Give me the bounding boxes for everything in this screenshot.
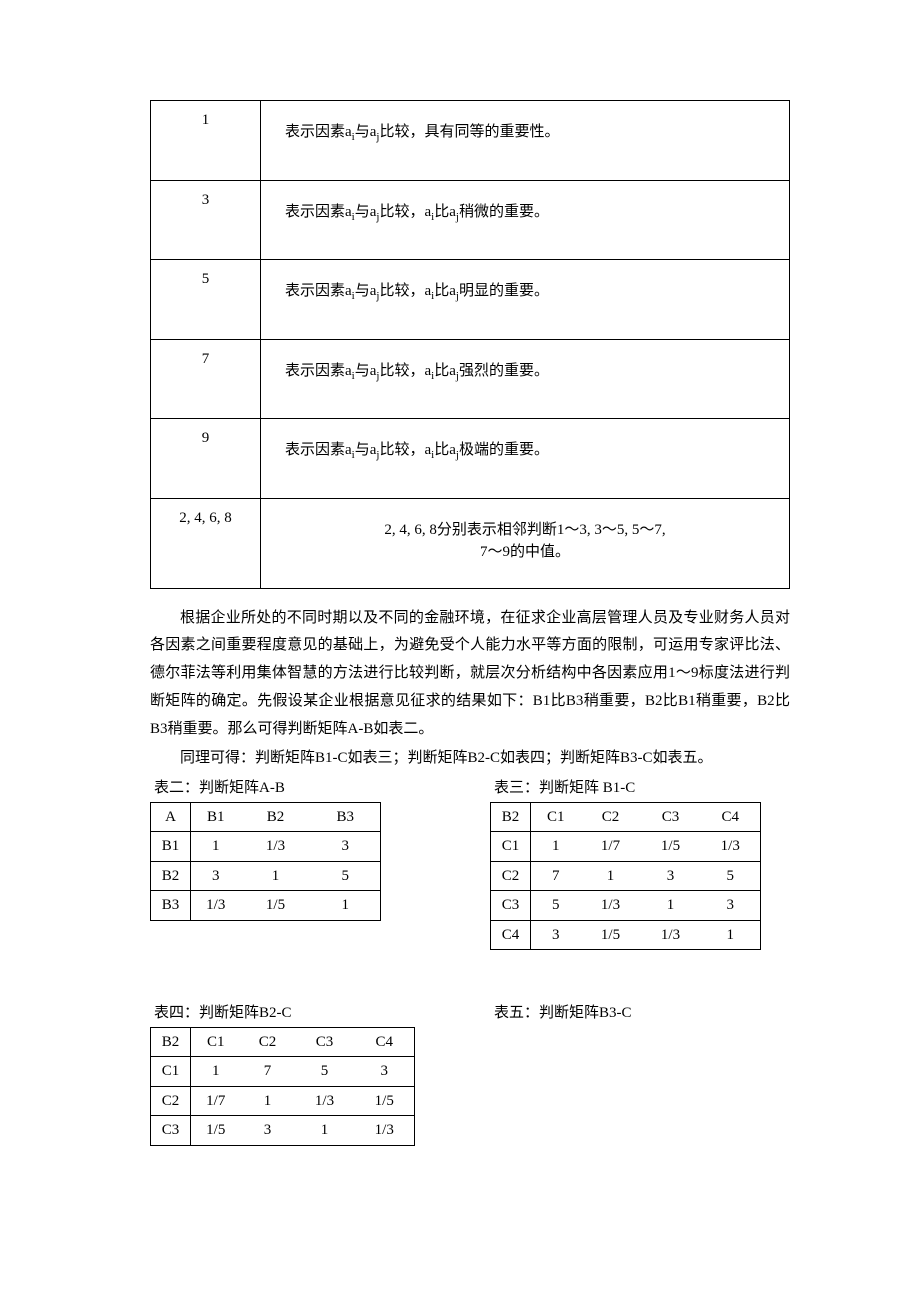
matrix-cell: 7 — [531, 861, 581, 891]
matrix-header: A — [151, 802, 191, 832]
matrix-cell: 1/3 — [191, 891, 241, 921]
matrix-cell: 3 — [701, 891, 761, 921]
matrix-header: C3 — [295, 1027, 355, 1057]
scale-value: 2, 4, 6, 8 — [151, 498, 261, 588]
matrix-header: C1 — [531, 802, 581, 832]
matrix-cell: C3 — [151, 1116, 191, 1146]
scale-value: 3 — [151, 180, 261, 260]
matrix-cell: 1/7 — [581, 832, 641, 862]
matrix-header: B1 — [191, 802, 241, 832]
paragraph-2: 同理可得：判断矩阵B1-C如表三；判断矩阵B2-C如表四；判断矩阵B3-C如表五… — [150, 745, 790, 773]
table2-caption: 表二：判断矩阵A-B — [150, 777, 400, 800]
paragraph-1: 根据企业所处的不同时期以及不同的金融环境，在征求企业高层管理人员及专业财务人员对… — [150, 605, 790, 744]
matrix-cell: 1 — [191, 832, 241, 862]
matrix-cell: 1/3 — [701, 832, 761, 862]
table5-caption: 表五：判断矩阵B3-C — [490, 1002, 790, 1025]
matrix-cell: 1 — [701, 920, 761, 950]
matrix-cell: 1/3 — [355, 1116, 415, 1146]
matrix-cell: 3 — [355, 1057, 415, 1087]
matrix-cell: 1/5 — [355, 1086, 415, 1116]
matrix-cell: 3 — [641, 861, 701, 891]
matrix-table-ab: AB1B2B3B111/33B2315B31/31/51 — [150, 802, 381, 921]
table4-caption: 表四：判断矩阵B2-C — [150, 1002, 430, 1025]
matrix-cell: 1/5 — [241, 891, 311, 921]
table3-caption: 表三：判断矩阵 B1-C — [490, 777, 790, 800]
matrix-table-b2c: B2C1C2C3C4C11753C21/711/31/5C31/5311/3 — [150, 1027, 415, 1146]
scale-desc: 表示因素ai与aj比较，ai比aj极端的重要。 — [261, 419, 790, 499]
scale-desc: 表示因素ai与aj比较，ai比aj明显的重要。 — [261, 260, 790, 340]
scale-table: 1表示因素ai与aj比较，具有同等的重要性。3表示因素ai与aj比较，ai比aj… — [150, 100, 790, 589]
matrix-cell: 1 — [191, 1057, 241, 1087]
matrix-cell: B2 — [151, 861, 191, 891]
matrix-header: B2 — [151, 1027, 191, 1057]
scale-value: 9 — [151, 419, 261, 499]
matrix-header: C4 — [701, 802, 761, 832]
matrix-cell: 5 — [311, 861, 381, 891]
matrix-cell: 7 — [241, 1057, 295, 1087]
matrix-cell: C4 — [491, 920, 531, 950]
matrix-cell: 1 — [641, 891, 701, 921]
matrix-cell: C2 — [151, 1086, 191, 1116]
matrix-cell: C1 — [491, 832, 531, 862]
matrix-cell: 1 — [531, 832, 581, 862]
matrix-cell: 1/5 — [641, 832, 701, 862]
scale-value: 7 — [151, 339, 261, 419]
matrix-cell: C3 — [491, 891, 531, 921]
matrix-cell: 1 — [241, 861, 311, 891]
matrix-cell: 1/7 — [191, 1086, 241, 1116]
scale-desc: 表示因素ai与aj比较，ai比aj稍微的重要。 — [261, 180, 790, 260]
matrix-cell: B1 — [151, 832, 191, 862]
matrix-cell: 1/3 — [295, 1086, 355, 1116]
matrix-cell: 1/3 — [581, 891, 641, 921]
matrix-cell: 1 — [581, 861, 641, 891]
matrix-cell: 5 — [701, 861, 761, 891]
matrix-cell: 1 — [241, 1086, 295, 1116]
scale-desc: 表示因素ai与aj比较，具有同等的重要性。 — [261, 101, 790, 181]
matrix-cell: 1 — [311, 891, 381, 921]
matrix-cell: B3 — [151, 891, 191, 921]
matrix-cell: C1 — [151, 1057, 191, 1087]
scale-desc: 2, 4, 6, 8分别表示相邻判断1～3, 3～5, 5～7,7～9的中值。 — [261, 498, 790, 588]
matrix-header: B3 — [311, 802, 381, 832]
matrix-cell: 3 — [191, 861, 241, 891]
matrix-cell: 3 — [531, 920, 581, 950]
matrix-header: C2 — [581, 802, 641, 832]
matrix-cell: 5 — [295, 1057, 355, 1087]
matrix-cell: C2 — [491, 861, 531, 891]
matrix-header: B2 — [241, 802, 311, 832]
matrix-cell: 1/5 — [581, 920, 641, 950]
matrix-cell: 1/3 — [241, 832, 311, 862]
scale-value: 5 — [151, 260, 261, 340]
scale-value: 1 — [151, 101, 261, 181]
matrix-cell: 1 — [295, 1116, 355, 1146]
matrix-header: C1 — [191, 1027, 241, 1057]
matrix-table-b1c: B2C1C2C3C4C111/71/51/3C27135C351/313C431… — [490, 802, 761, 951]
matrix-cell: 1/3 — [641, 920, 701, 950]
matrix-header: B2 — [491, 802, 531, 832]
matrix-header: C2 — [241, 1027, 295, 1057]
scale-desc: 表示因素ai与aj比较，ai比aj强烈的重要。 — [261, 339, 790, 419]
matrix-cell: 1/5 — [191, 1116, 241, 1146]
matrix-cell: 3 — [311, 832, 381, 862]
matrix-header: C4 — [355, 1027, 415, 1057]
matrix-cell: 3 — [241, 1116, 295, 1146]
matrix-cell: 5 — [531, 891, 581, 921]
matrix-header: C3 — [641, 802, 701, 832]
